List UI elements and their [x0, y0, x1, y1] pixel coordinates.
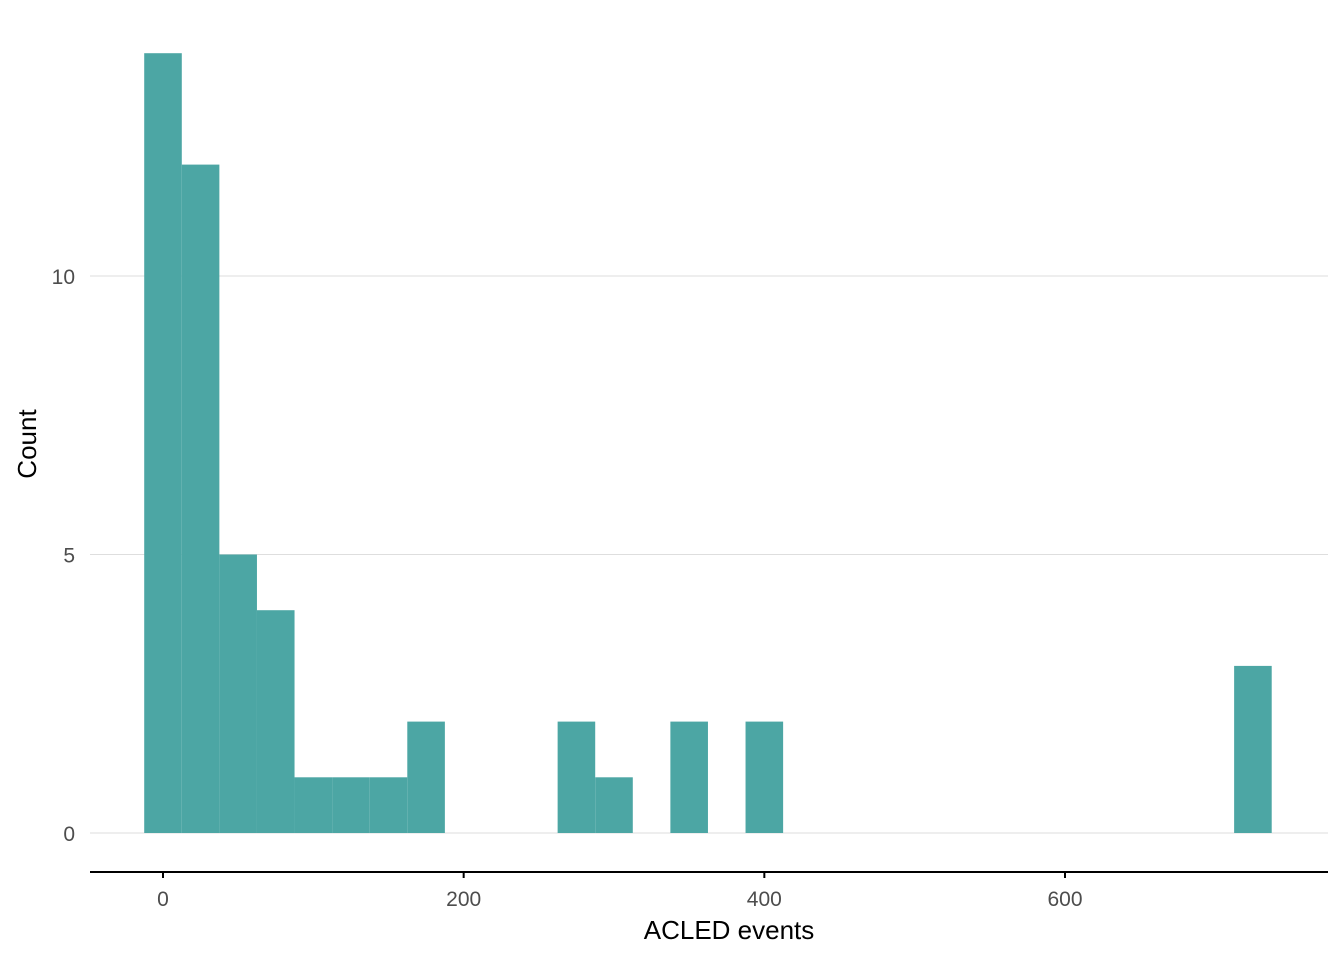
histogram-bar-6	[369, 777, 408, 833]
histogram-bar-4	[294, 777, 333, 833]
histogram-bar-8	[557, 721, 596, 833]
histogram-bar-3	[256, 610, 295, 833]
histogram-bar-12	[1234, 665, 1272, 833]
histogram-bar-7	[407, 721, 445, 833]
y-tick-label-5: 5	[63, 545, 75, 568]
histogram-bar-0	[144, 53, 182, 833]
x-tick-label-600: 600	[1047, 888, 1082, 911]
histogram-bar-11	[745, 721, 784, 833]
x-tick-label-400: 400	[747, 888, 782, 911]
y-axis-title: Count	[12, 409, 42, 479]
histogram-bar-9	[595, 777, 633, 833]
histogram-bar-2	[219, 554, 257, 833]
histogram-bar-1	[181, 164, 220, 834]
histogram-bars	[144, 53, 1272, 834]
y-tick-label-0: 0	[63, 823, 75, 846]
y-tick-label-10: 10	[52, 266, 75, 289]
x-axis-ticks: 0 200 400 600	[157, 872, 1083, 911]
histogram-bar-10	[670, 721, 708, 833]
x-axis-title: ACLED events	[644, 915, 815, 945]
histogram-bar-5	[332, 777, 370, 833]
x-tick-label-200: 200	[446, 888, 481, 911]
x-tick-label-0: 0	[157, 888, 169, 911]
y-axis-ticks: 0 5 10	[52, 266, 75, 846]
